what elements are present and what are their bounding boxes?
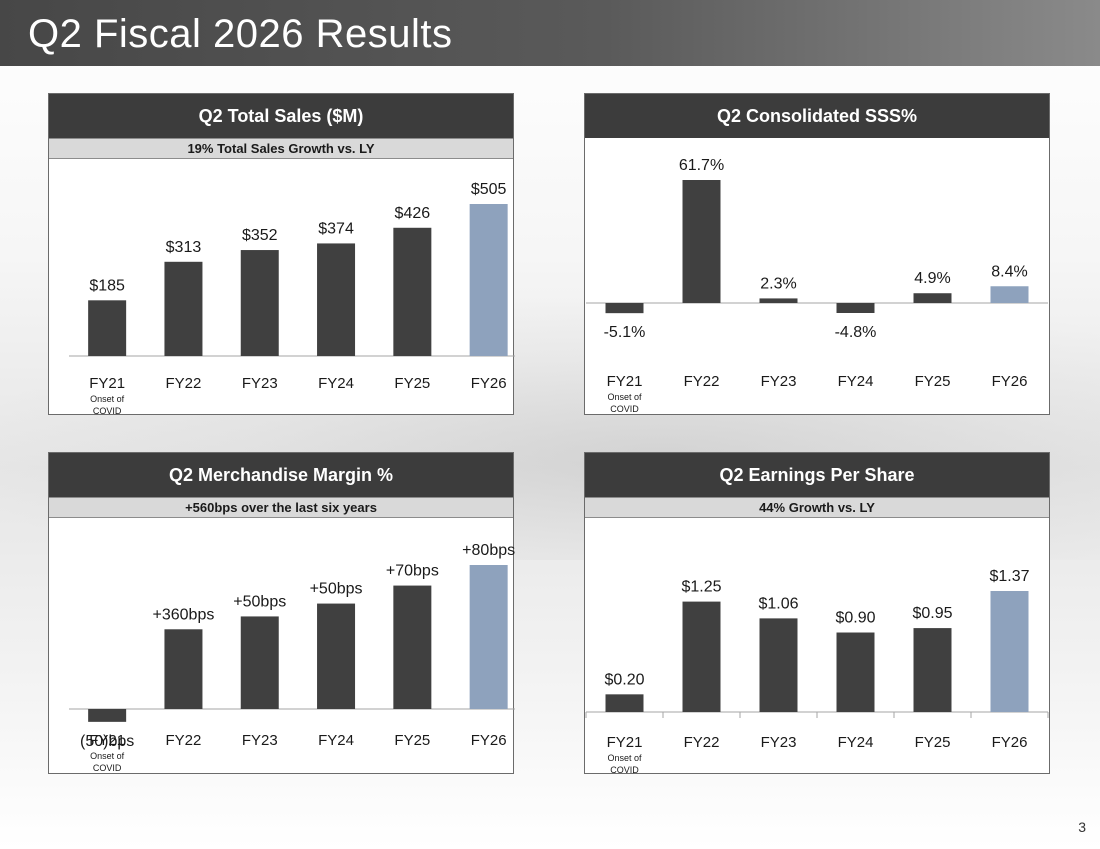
category-label: FY26	[471, 375, 507, 392]
category-label: FY22	[684, 734, 720, 751]
covid-note-line-1: Onset of	[607, 753, 642, 763]
category-label: FY25	[394, 732, 430, 749]
category-label: FY21	[607, 734, 643, 751]
covid-note-line-2: COVID	[93, 406, 122, 416]
data-label: $1.06	[758, 595, 798, 612]
bar-fy26	[469, 204, 508, 356]
category-label: FY25	[915, 734, 951, 751]
category-label: FY23	[242, 732, 278, 749]
data-label: +50bps	[310, 581, 363, 598]
data-label: 4.9%	[914, 270, 950, 287]
bar-fy25	[393, 227, 432, 356]
bar-fy24	[317, 603, 356, 709]
chart-total-sales: $185 FY21 Onset of COVID $313 FY22 $352 FY23 $37…	[69, 181, 515, 416]
panel-sss: Q2 Consolidated SSS% -5.1% FY21 Onset of CO…	[584, 93, 1050, 415]
category-label: FY24	[318, 732, 354, 749]
bar-fy26	[990, 591, 1029, 712]
bar-fy22	[682, 180, 721, 303]
title-bar: Q2 Fiscal 2026 Results	[0, 0, 1100, 66]
chart-title: Q2 Merchandise Margin %	[49, 453, 513, 497]
data-label: $0.95	[912, 605, 952, 622]
data-label: $374	[318, 220, 354, 237]
data-label: $505	[471, 181, 507, 198]
chart-subtitle: +560bps over the last six years	[49, 497, 513, 518]
category-label: FY26	[471, 732, 507, 749]
data-label: 61.7%	[679, 157, 724, 174]
category-label: FY23	[761, 373, 797, 390]
chart-subtitle: 19% Total Sales Growth vs. LY	[49, 138, 513, 159]
data-label: $0.20	[604, 671, 644, 688]
bar-fy26	[990, 286, 1029, 303]
category-label: FY21	[607, 373, 643, 390]
covid-note-line-1: Onset of	[607, 392, 642, 402]
data-label: $0.90	[835, 610, 875, 627]
category-label: FY22	[684, 373, 720, 390]
panel-total-sales: Q2 Total Sales ($M) 19% Total Sales Grow…	[48, 93, 515, 416]
data-label: $352	[242, 227, 278, 244]
bar-fy25	[913, 628, 952, 712]
page-title: Q2 Fiscal 2026 Results	[28, 12, 453, 56]
data-label: -5.1%	[604, 324, 646, 341]
category-label: FY23	[242, 375, 278, 392]
data-label: +80bps	[462, 542, 515, 559]
bar-fy21	[88, 300, 127, 356]
data-label: $185	[89, 277, 125, 294]
data-label: 2.3%	[760, 275, 796, 292]
page-number: 3	[1078, 819, 1086, 835]
bar-fy22	[682, 601, 721, 712]
data-label: -4.8%	[835, 324, 877, 341]
bar-fy22	[164, 629, 203, 709]
data-label: (50)bps	[80, 733, 134, 750]
bar-fy23	[759, 618, 798, 712]
bar-fy22	[164, 261, 203, 356]
category-label: FY23	[761, 734, 797, 751]
data-label: $1.25	[681, 579, 721, 596]
category-label: FY22	[166, 375, 202, 392]
panel-eps: Q2 Earnings Per Share 44% Growth vs. LY …	[584, 452, 1050, 775]
category-label: FY22	[166, 732, 202, 749]
bar-fy24	[836, 632, 875, 712]
bar-fy23	[240, 250, 279, 356]
data-label: +70bps	[386, 563, 439, 580]
bar-fy25	[913, 293, 952, 303]
data-label: $426	[395, 205, 431, 222]
chart-subtitle: 44% Growth vs. LY	[585, 497, 1049, 518]
bar-fy21	[605, 303, 644, 314]
category-label: FY21	[89, 375, 125, 392]
category-label: FY26	[992, 734, 1028, 751]
data-label: +360bps	[153, 606, 215, 623]
data-label: $1.37	[989, 568, 1029, 585]
chart-title: Q2 Total Sales ($M)	[49, 94, 513, 138]
category-label: FY25	[915, 373, 951, 390]
bar-fy21	[88, 709, 127, 722]
category-label: FY24	[838, 373, 874, 390]
data-label: 8.4%	[991, 263, 1027, 280]
category-label: FY21	[89, 732, 125, 749]
covid-note-line-1: Onset of	[90, 751, 125, 761]
chart-sss: -5.1% FY21 Onset of COVID 61.7% FY22 2.3% FY23 -…	[586, 157, 1048, 414]
bar-fy26	[469, 565, 508, 709]
covid-note-line-2: COVID	[610, 765, 639, 775]
data-label: +50bps	[233, 593, 286, 610]
bar-fy21	[605, 694, 644, 712]
chart-title: Q2 Consolidated SSS%	[585, 94, 1049, 138]
category-label: FY25	[394, 375, 430, 392]
covid-note-line-1: Onset of	[90, 394, 125, 404]
category-label: FY26	[992, 373, 1028, 390]
bar-fy25	[393, 585, 432, 709]
bar-fy24	[317, 243, 356, 356]
panel-merch-margin: Q2 Merchandise Margin % +560bps over the…	[48, 452, 515, 774]
bar-fy24	[836, 303, 875, 313]
bar-fy23	[240, 616, 279, 709]
covid-note-line-2: COVID	[610, 404, 639, 414]
category-label: FY24	[838, 734, 874, 751]
data-label: $313	[166, 239, 202, 256]
chart-title: Q2 Earnings Per Share	[585, 453, 1049, 497]
category-label: FY24	[318, 375, 354, 392]
covid-note-line-2: COVID	[93, 763, 122, 773]
bar-fy23	[759, 298, 798, 303]
chart-eps: $0.20 FY21 Onset of COVID $1.25 FY22 $1.06 FY23…	[585, 568, 1049, 775]
